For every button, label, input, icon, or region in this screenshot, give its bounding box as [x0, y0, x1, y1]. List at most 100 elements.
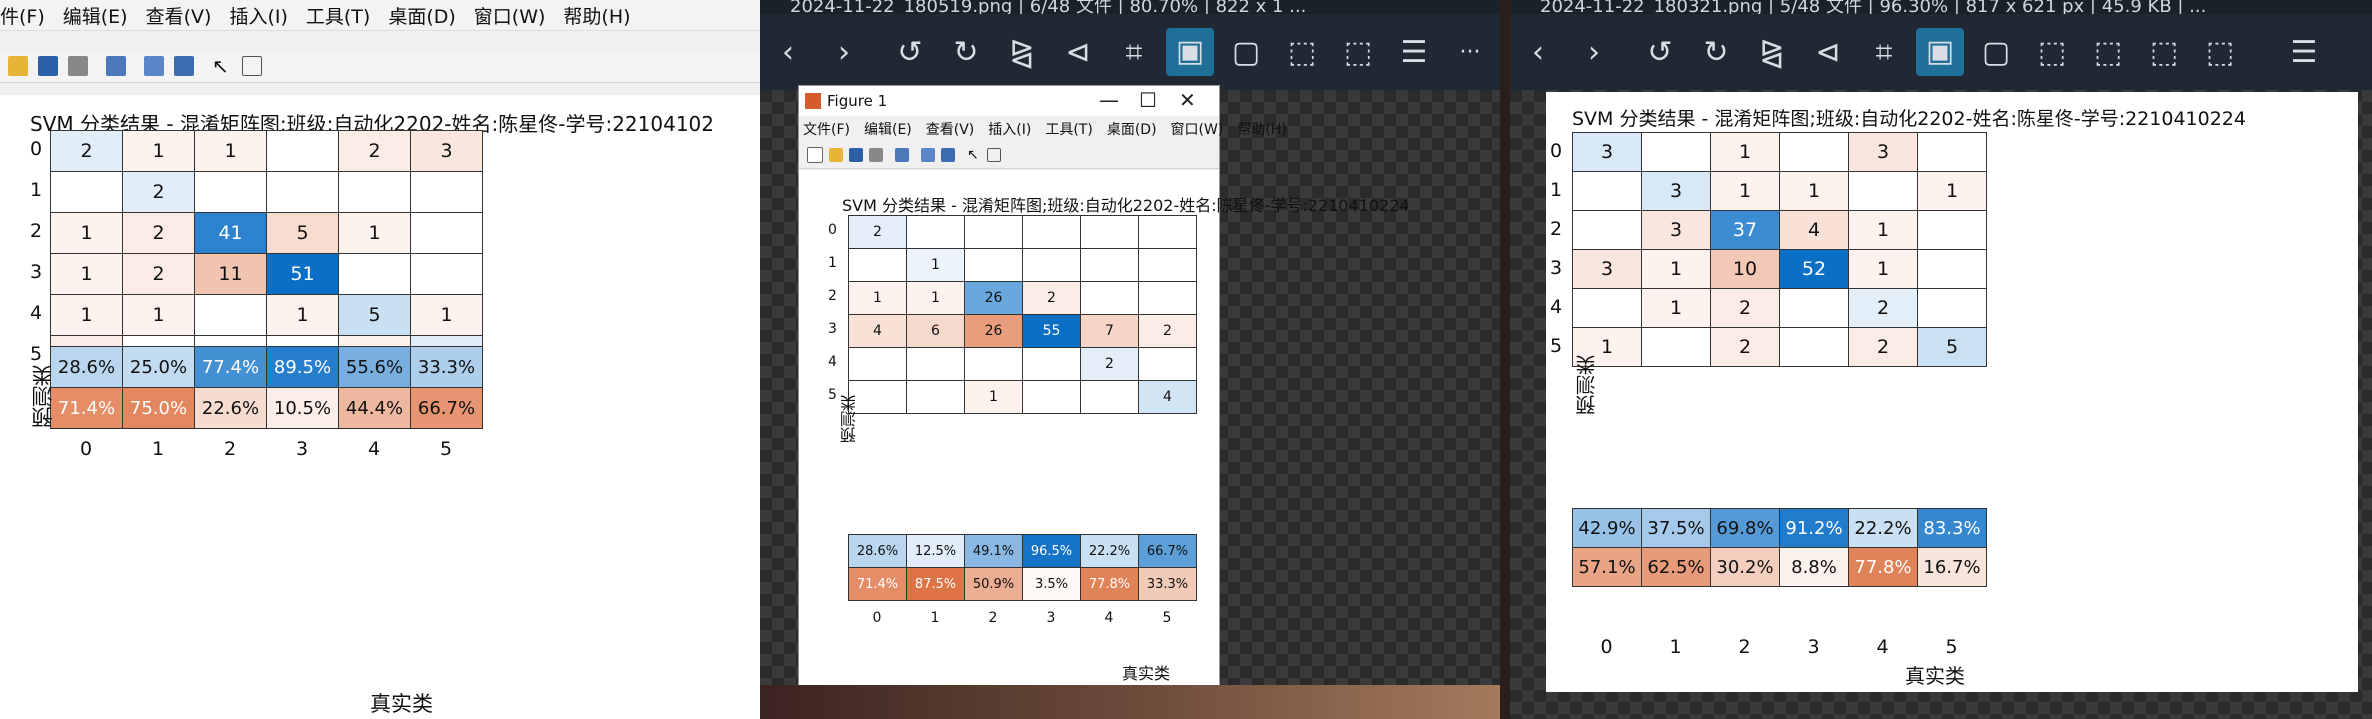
- matrix-cell-r5-c1: [1642, 328, 1711, 367]
- menu-tools[interactable]: 工具(T): [305, 5, 371, 28]
- matrix-cell-r4-c0: 1: [51, 295, 123, 336]
- menu-view[interactable]: 查看(V): [925, 122, 975, 138]
- row-tick-4: 4: [828, 354, 837, 371]
- summary-matrix: 28.6% 12.5% 49.1% 96.5% 22.2% 66.7% 71.4% 87.5%…: [848, 534, 1197, 601]
- row-tick-2: 2: [1550, 218, 1563, 240]
- matrix-cell-r4-c3: 1: [267, 295, 339, 336]
- matrix-cell-r0-c1: 1: [123, 131, 195, 172]
- matrix-cell-r5-c0: [849, 381, 907, 414]
- flip-horizontal-icon[interactable]: ⧎: [1009, 34, 1035, 70]
- grid-icon[interactable]: ⬚: [2205, 34, 2235, 70]
- menu-insert[interactable]: 插入(I): [988, 122, 1032, 138]
- flip-vertical-icon[interactable]: ⊲: [1065, 34, 1091, 70]
- lock-icon[interactable]: ▢: [1231, 34, 1261, 70]
- menu-file[interactable]: 件(F): [0, 5, 45, 28]
- menu-window[interactable]: 窗口(W): [473, 5, 546, 28]
- rotate-left-icon[interactable]: ↺: [1647, 34, 1673, 70]
- maximize-icon[interactable]: ☐: [1139, 88, 1157, 112]
- summary-correct-cell-3: 96.5%: [1023, 535, 1081, 568]
- menu-desktop[interactable]: 桌面(D): [1106, 122, 1157, 138]
- matrix-cell-r4-c1: [907, 348, 965, 381]
- matrix-cell-r3-c4: [339, 254, 411, 295]
- colorbar-icon[interactable]: [144, 56, 164, 76]
- open-folder-icon[interactable]: [8, 56, 28, 76]
- compare-icon[interactable]: ⬚: [1287, 34, 1317, 70]
- row-tick-0: 0: [828, 222, 837, 239]
- summary-incorrect-cell-5: 33.3%: [1139, 568, 1197, 601]
- compare-icon[interactable]: ⬚: [2037, 34, 2067, 70]
- overlay-icon[interactable]: ⬚: [1343, 34, 1373, 70]
- save-icon[interactable]: [38, 56, 58, 76]
- back-icon[interactable]: ‹: [782, 34, 794, 70]
- menu-tools[interactable]: 工具(T): [1045, 122, 1093, 138]
- flip-vertical-icon[interactable]: ⊲: [1815, 34, 1841, 70]
- col-tick-1: 1: [1669, 636, 1682, 658]
- summary-correct-cell-0: 28.6%: [849, 535, 907, 568]
- matrix-cell-r1-c0: [51, 172, 123, 213]
- menu-desktop[interactable]: 桌面(D): [388, 5, 456, 28]
- row-tick-1: 1: [1550, 179, 1563, 201]
- matrix-cell-r0-c3: [1023, 216, 1081, 249]
- matrix-cell-r0-c1: [907, 216, 965, 249]
- select-icon[interactable]: ⬚: [2149, 34, 2179, 70]
- menu-view[interactable]: 查看(V): [145, 5, 212, 28]
- menu-window[interactable]: 窗口(W): [1170, 122, 1224, 138]
- matrix-cell-r1-c4: [1849, 172, 1918, 211]
- property-editor-icon[interactable]: [242, 56, 262, 76]
- menu-icon[interactable]: ☰: [1400, 34, 1428, 70]
- pointer-icon[interactable]: ↖: [212, 54, 229, 78]
- col-tick-3: 3: [1807, 636, 1820, 658]
- crop-icon[interactable]: ⌗: [1125, 34, 1143, 70]
- crop-icon[interactable]: ⌗: [1875, 34, 1893, 70]
- print-icon[interactable]: [68, 56, 88, 76]
- menu-icon[interactable]: ☰: [2290, 34, 2318, 70]
- close-icon[interactable]: ✕: [1179, 88, 1196, 112]
- menu-file[interactable]: 文件(F): [803, 122, 850, 138]
- summary-correct-cell-2: 69.8%: [1711, 509, 1780, 548]
- matrix-cell-r1-c2: 1: [1711, 172, 1780, 211]
- summary-incorrect-cell-0: 71.4%: [849, 568, 907, 601]
- menu-insert[interactable]: 插入(I): [229, 5, 288, 28]
- lock-icon[interactable]: ▢: [1981, 34, 2011, 70]
- matrix-cell-r4-c4: 2: [1849, 289, 1918, 328]
- rotate-right-icon[interactable]: ↻: [953, 34, 979, 70]
- menu-edit[interactable]: 编辑(E): [62, 5, 128, 28]
- summary-correct-cell-0: 28.6%: [51, 347, 123, 388]
- summary-incorrect-cell-5: 66.7%: [411, 388, 483, 429]
- forward-icon[interactable]: ›: [1588, 34, 1600, 70]
- save-icon[interactable]: [849, 148, 863, 162]
- legend-icon[interactable]: [941, 148, 955, 162]
- flip-horizontal-icon[interactable]: ⧎: [1759, 34, 1785, 70]
- more-icon[interactable]: ···: [1459, 39, 1481, 65]
- rotate-right-icon[interactable]: ↻: [1703, 34, 1729, 70]
- overlay-icon[interactable]: ⬚: [2093, 34, 2123, 70]
- menu-help[interactable]: 帮助(H): [1237, 122, 1287, 138]
- y-axis-label: 预测类: [31, 365, 55, 428]
- matrix-cell-r0-c0: 2: [849, 216, 907, 249]
- matrix-cell-r3-c2: 10: [1711, 250, 1780, 289]
- legend-icon[interactable]: [174, 56, 194, 76]
- pointer-icon[interactable]: ↖: [967, 147, 979, 163]
- fit-image-icon[interactable]: ▣: [1166, 28, 1214, 76]
- forward-icon[interactable]: ›: [838, 34, 850, 70]
- link-icon[interactable]: [106, 56, 126, 76]
- colorbar-icon[interactable]: [921, 148, 935, 162]
- menu-edit[interactable]: 编辑(E): [863, 122, 912, 138]
- col-tick-1: 1: [151, 438, 165, 460]
- rotate-left-icon[interactable]: ↺: [897, 34, 923, 70]
- link-icon[interactable]: [895, 148, 909, 162]
- open-folder-icon[interactable]: [829, 148, 843, 162]
- new-file-icon[interactable]: [807, 147, 823, 163]
- summary-correct-cell-5: 83.3%: [1918, 509, 1987, 548]
- print-icon[interactable]: [869, 148, 883, 162]
- x-axis-label: 真实类: [1122, 664, 1171, 683]
- fit-image-icon[interactable]: ▣: [1916, 28, 1964, 76]
- minimize-icon[interactable]: —: [1099, 88, 1119, 112]
- matrix-cell-r1-c5: [1139, 249, 1197, 282]
- property-editor-icon[interactable]: [987, 148, 1001, 162]
- back-icon[interactable]: ‹: [1532, 34, 1544, 70]
- menu-help[interactable]: 帮助(H): [563, 5, 631, 28]
- confusion-matrix: 2 1 1 1 26 2 4 6 26 55 7 2 2 1 4: [848, 215, 1197, 414]
- row-tick-5: 5: [30, 343, 43, 366]
- matrix-cell-r0-c0: 2: [51, 131, 123, 172]
